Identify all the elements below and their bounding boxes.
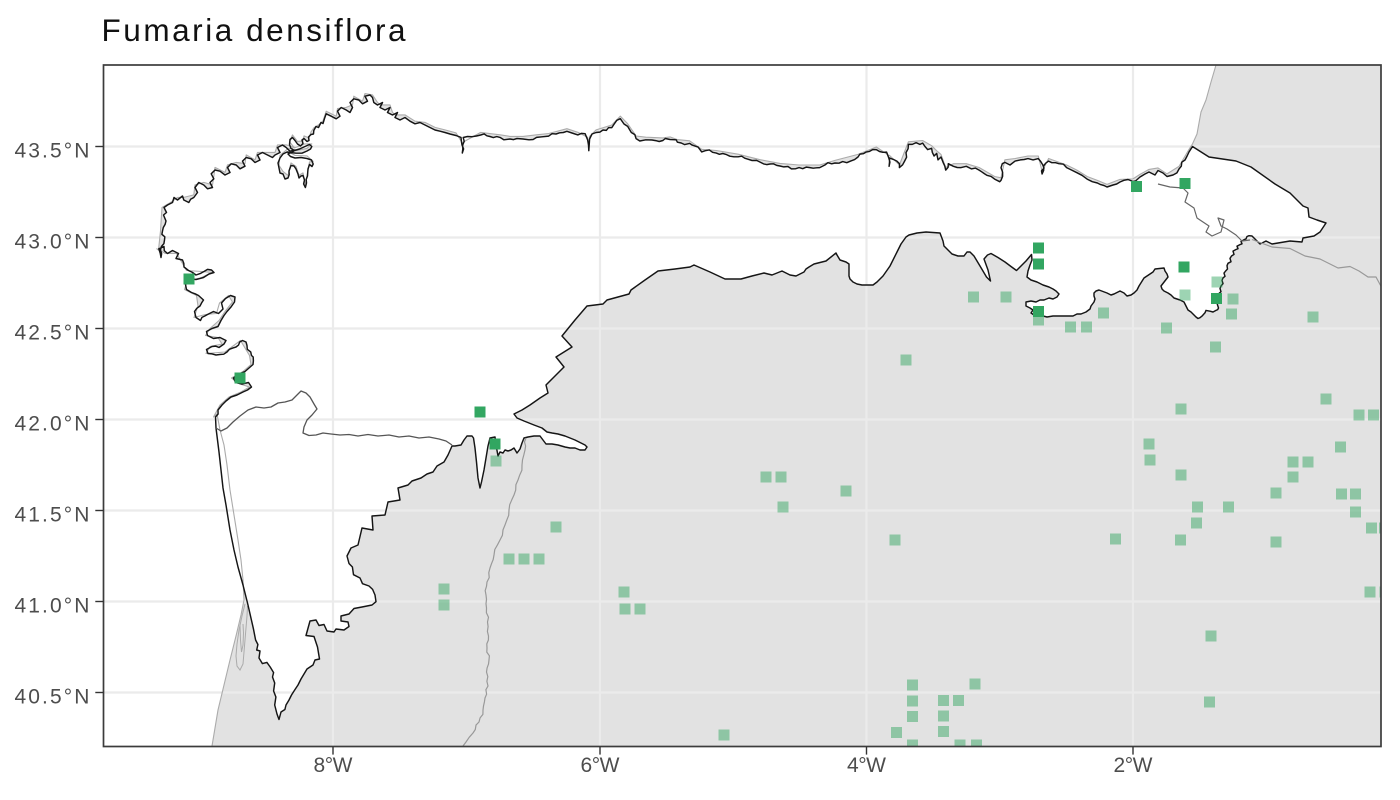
svg-text:43.5°N: 43.5°N: [14, 140, 91, 163]
svg-text:4°W: 4°W: [847, 754, 886, 777]
svg-text:40.5°N: 40.5°N: [14, 686, 91, 709]
svg-text:8°W: 8°W: [314, 754, 353, 777]
svg-text:43.0°N: 43.0°N: [14, 231, 91, 254]
svg-text:Fumaria densiflora: Fumaria densiflora: [102, 12, 406, 48]
svg-text:2°W: 2°W: [1114, 754, 1153, 777]
svg-text:41.5°N: 41.5°N: [14, 504, 91, 527]
svg-text:42.0°N: 42.0°N: [14, 413, 91, 436]
svg-text:6°W: 6°W: [581, 754, 620, 777]
svg-text:42.5°N: 42.5°N: [14, 322, 91, 345]
svg-text:41.0°N: 41.0°N: [14, 595, 91, 618]
